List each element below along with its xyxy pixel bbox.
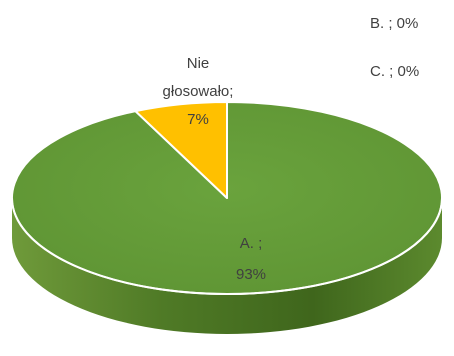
label-c-text: C. ; 0% bbox=[370, 63, 419, 80]
label-b: B. ; 0% bbox=[370, 15, 418, 32]
label-nie-line3: 7% bbox=[187, 111, 209, 128]
label-a-line2: 93% bbox=[236, 266, 266, 283]
label-nie-glosowalo: Nie głosowało; 7% bbox=[163, 55, 234, 128]
label-a: A. ; 93% bbox=[236, 235, 266, 283]
label-c: C. ; 0% bbox=[370, 63, 419, 80]
label-nie-line2: głosowało; bbox=[163, 83, 234, 100]
pie-rim bbox=[11, 197, 443, 295]
label-nie-line1: Nie bbox=[187, 55, 210, 72]
label-b-text: B. ; 0% bbox=[370, 15, 418, 32]
pie-side bbox=[12, 198, 442, 334]
pie-slice-nie-glosowalo bbox=[134, 101, 228, 199]
label-a-line1: A. ; bbox=[240, 235, 263, 252]
